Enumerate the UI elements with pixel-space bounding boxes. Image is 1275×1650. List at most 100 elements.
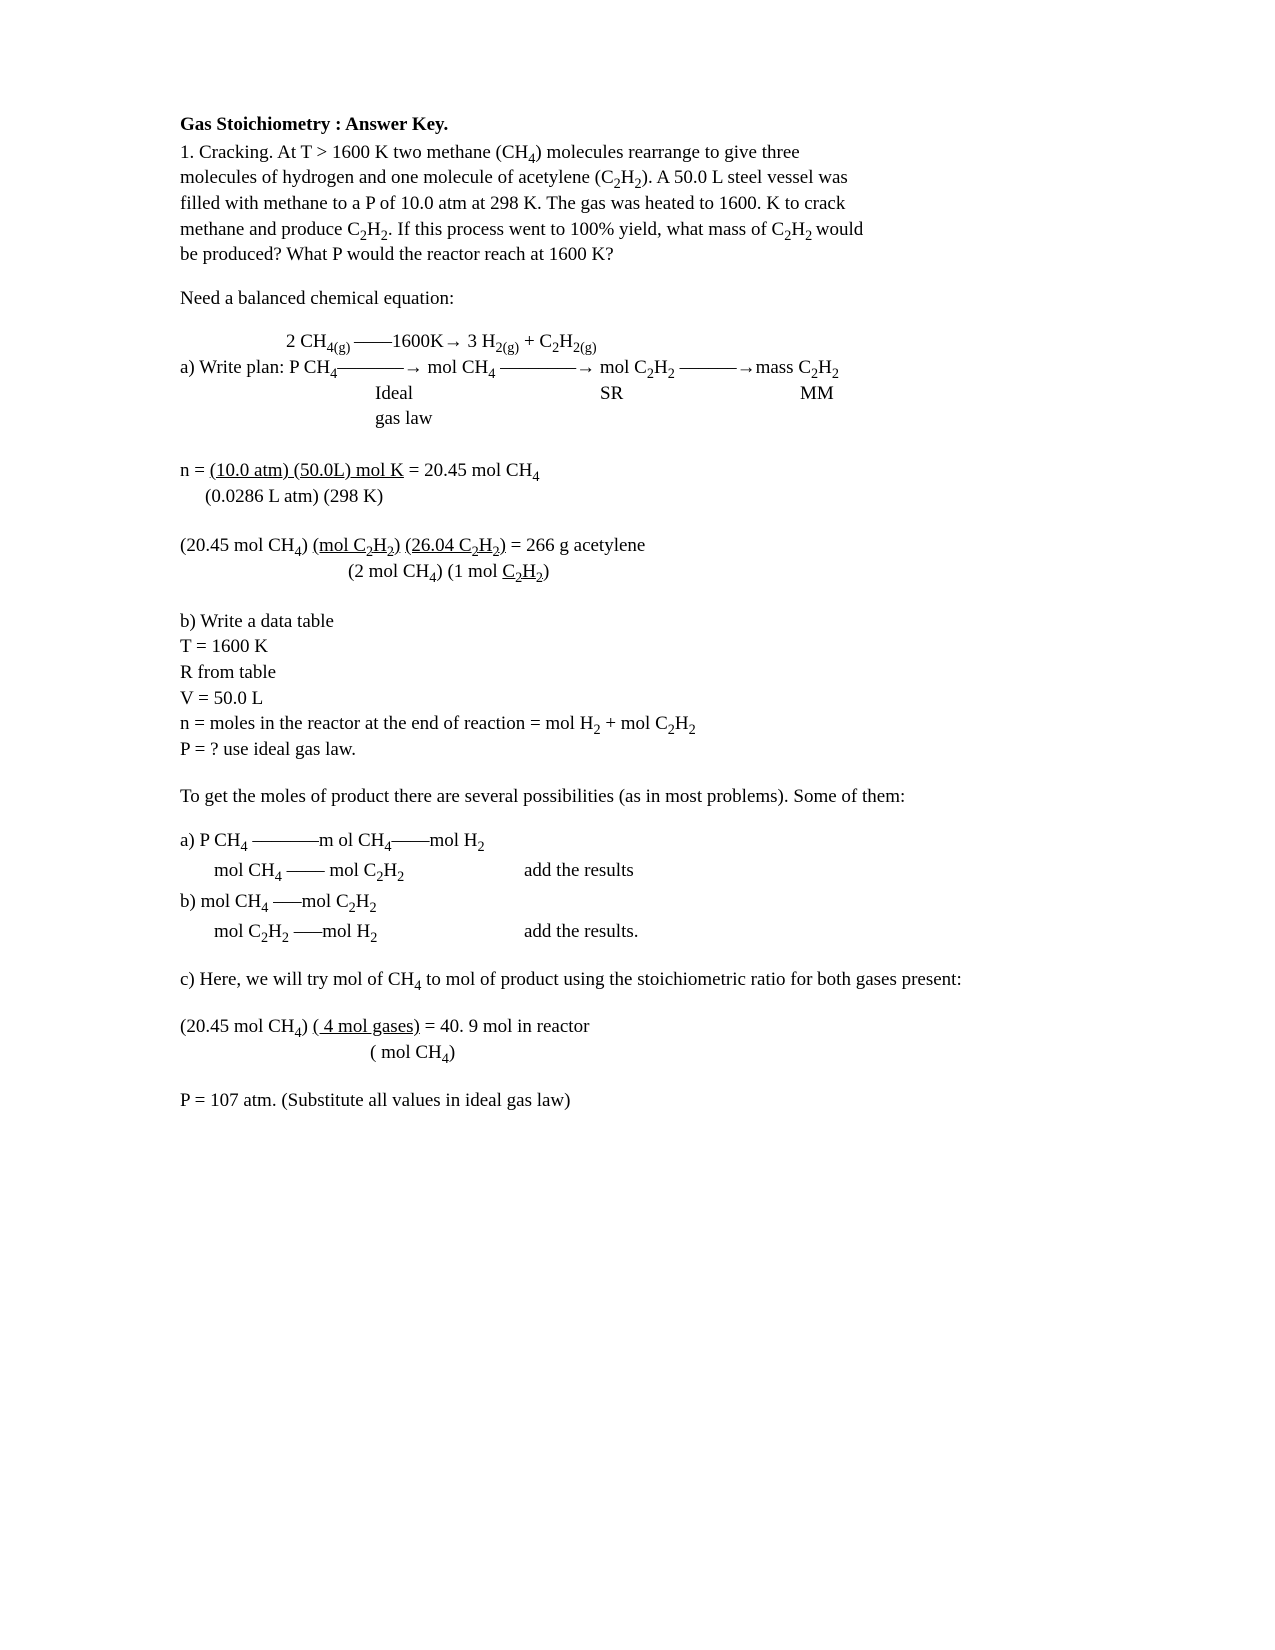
calc1-num: (10.0 atm) (50.0L) mol K (210, 460, 404, 481)
eqn-1b: ––––1600K (354, 331, 444, 352)
plan-d: –––––––– (495, 357, 576, 378)
oc1b: to mol of product using the stoichiometr… (421, 969, 961, 990)
calc-final-den: ( mol CH4) (180, 1040, 1095, 1066)
oa2a: mol CH (214, 860, 275, 881)
plan-g: mass C (756, 357, 811, 378)
sub-2c: 2 (360, 227, 367, 243)
eqn-1a: 2 CH (286, 331, 327, 352)
oa1a: a) P CH (180, 830, 241, 851)
calc-n-den: (0.0286 L atm) (298 K) (205, 484, 1095, 510)
pb-l4: V = 50.0 L (180, 686, 1095, 712)
plan-gaslaw: gas law (180, 406, 1095, 432)
c2-dc: C (502, 561, 515, 582)
arrow-icon-3: → (576, 357, 595, 378)
pb-l1: b) Write a data table (180, 609, 1095, 635)
option-c: c) Here, we will try mol of CH4 to mol o… (180, 967, 1095, 993)
oa2b: –––– mol C (282, 860, 376, 881)
label-mm: MM (800, 381, 834, 407)
oc1: c) Here, we will try mol of CH (180, 969, 414, 990)
label-ideal: Ideal (375, 381, 600, 407)
q1-l4: methane and produce C (180, 219, 360, 240)
c2-a: (20.45 mol CH (180, 535, 295, 556)
pb-l2: T = 1600 K (180, 634, 1095, 660)
ob1a: b) mol CH (180, 891, 261, 912)
c3-den: ( mol CH (370, 1042, 442, 1063)
arrow-icon-2: → (404, 357, 423, 378)
oa1c: ––––mol H (391, 830, 477, 851)
c2-c: (mol C (313, 535, 366, 556)
ob1b: –––mol C (268, 891, 348, 912)
label-gaslaw: gas law (375, 408, 433, 429)
plan-a: a) Write plan: P CH (180, 357, 330, 378)
c2-b: ) (302, 535, 313, 556)
c3-b: ) (302, 1016, 313, 1037)
oa1b: –––––––m ol CH (248, 830, 385, 851)
option-b: b) mol CH4 –––mol C2H2 mol C2H2 –––mol H… (180, 889, 1095, 944)
q1-l5: be produced? What P would the reactor re… (180, 244, 614, 265)
sub-2f: 2 (805, 227, 816, 243)
part-b-table: b) Write a data table T = 1600 K R from … (180, 609, 1095, 763)
calc-final: (20.45 mol CH4) ( 4 mol gases) = 40. 9 m… (180, 1014, 1095, 1040)
plan-c: mol CH (423, 357, 488, 378)
question-1: 1. Cracking. At T > 1600 K two methane (… (180, 140, 1095, 268)
final-answer: P = 107 atm. (Substitute all values in i… (180, 1088, 1095, 1114)
eqn-1d: + C (519, 331, 552, 352)
opt-b1: b) mol CH4 –––mol C2H2 (180, 889, 1095, 915)
plan-e: mol C (595, 357, 647, 378)
plan-line: a) Write plan: P CH4–––––––→ mol CH4 –––… (180, 355, 1095, 381)
pb-l5a: n = moles in the reactor at the end of r… (180, 713, 593, 734)
sub-2: 2 (614, 176, 621, 192)
opt-a1: a) P CH4 –––––––m ol CH4––––mol H2 (180, 828, 1095, 854)
c2-f: (26.04 C (405, 535, 472, 556)
c2-da: (2 mol CH (348, 561, 429, 582)
page-title: Gas Stoichiometry : Answer Key. (180, 112, 1095, 138)
q1-l1: 1. Cracking. At T > 1600 K two methane (… (180, 142, 528, 163)
label-sr: SR (600, 381, 800, 407)
calc-mass: (20.45 mol CH4) (mol C2H2) (26.04 C2H2) … (180, 533, 1095, 559)
calc-mass-den: (2 mol CH4) (1 mol C2H2) (180, 559, 1095, 585)
c3-d: = 40. 9 mol in reactor (420, 1016, 590, 1037)
equation-block: 2 CH4(g) ––––1600K→ 3 H2(g) + C2H2(g) a)… (180, 329, 1095, 432)
q1-l2: molecules of hydrogen and one molecule o… (180, 167, 614, 188)
oa2c: add the results (524, 858, 634, 884)
q1-l4c: would (816, 219, 864, 240)
q1-l2b: ). A 50.0 L steel vessel was (642, 167, 848, 188)
c2-db: ) (1 mol (436, 561, 502, 582)
plan-b: ––––––– (337, 357, 404, 378)
calc-n: n = (10.0 atm) (50.0L) mol K = 20.45 mol… (180, 458, 1095, 484)
opt-a2: mol CH4 –––– mol C2H2 add the results (180, 858, 1095, 884)
ob2b: –––mol H (289, 921, 370, 942)
calc1-den: (0.0286 L atm) (298 K) (205, 486, 383, 507)
c3-den2: ) (449, 1042, 455, 1063)
pb-l5: n = moles in the reactor at the end of r… (180, 711, 1095, 737)
c3-c: ( 4 mol gases) (313, 1016, 420, 1037)
q1-l3: filled with methane to a P of 10.0 atm a… (180, 193, 845, 214)
q1-l1b: ) molecules rearrange to give three (535, 142, 799, 163)
q1-l4b: . If this process went to 100% yield, wh… (388, 219, 784, 240)
c3-a: (20.45 mol CH (180, 1016, 295, 1037)
sub-2e: 2 (784, 227, 791, 243)
option-a: a) P CH4 –––––––m ol CH4––––mol H2 mol C… (180, 828, 1095, 883)
calc1-eq: n = (180, 460, 210, 481)
pb-l3: R from table (180, 660, 1095, 686)
document-page: Gas Stoichiometry : Answer Key. 1. Crack… (0, 0, 1275, 1113)
c2-h: = 266 g acetylene (506, 535, 645, 556)
pb-l6: P = ? use ideal gas law. (180, 737, 1095, 763)
to-get: To get the moles of product there are se… (180, 784, 1095, 810)
eqn-1c: 3 H (463, 331, 496, 352)
plan-f: –––––– (675, 357, 737, 378)
pb-l5b: + mol C (601, 713, 668, 734)
plan-labels: Ideal SR MM (180, 381, 1095, 407)
balanced-eqn: 2 CH4(g) ––––1600K→ 3 H2(g) + C2H2(g) (180, 329, 1095, 355)
arrow-icon: → (444, 331, 463, 352)
sub-2b: 2 (635, 176, 642, 192)
ob2a: mol C (214, 921, 261, 942)
need-eqn: Need a balanced chemical equation: (180, 286, 1095, 312)
opt-b2: mol C2H2 –––mol H2 add the results. (180, 919, 1095, 945)
arrow-icon-4: → (737, 357, 756, 378)
calc1-res: = 20.45 mol CH (404, 460, 532, 481)
ob2c: add the results. (524, 919, 639, 945)
c2-dd: ) (543, 561, 549, 582)
opt-c1: c) Here, we will try mol of CH4 to mol o… (180, 967, 1095, 993)
sub-2d: 2 (381, 227, 388, 243)
